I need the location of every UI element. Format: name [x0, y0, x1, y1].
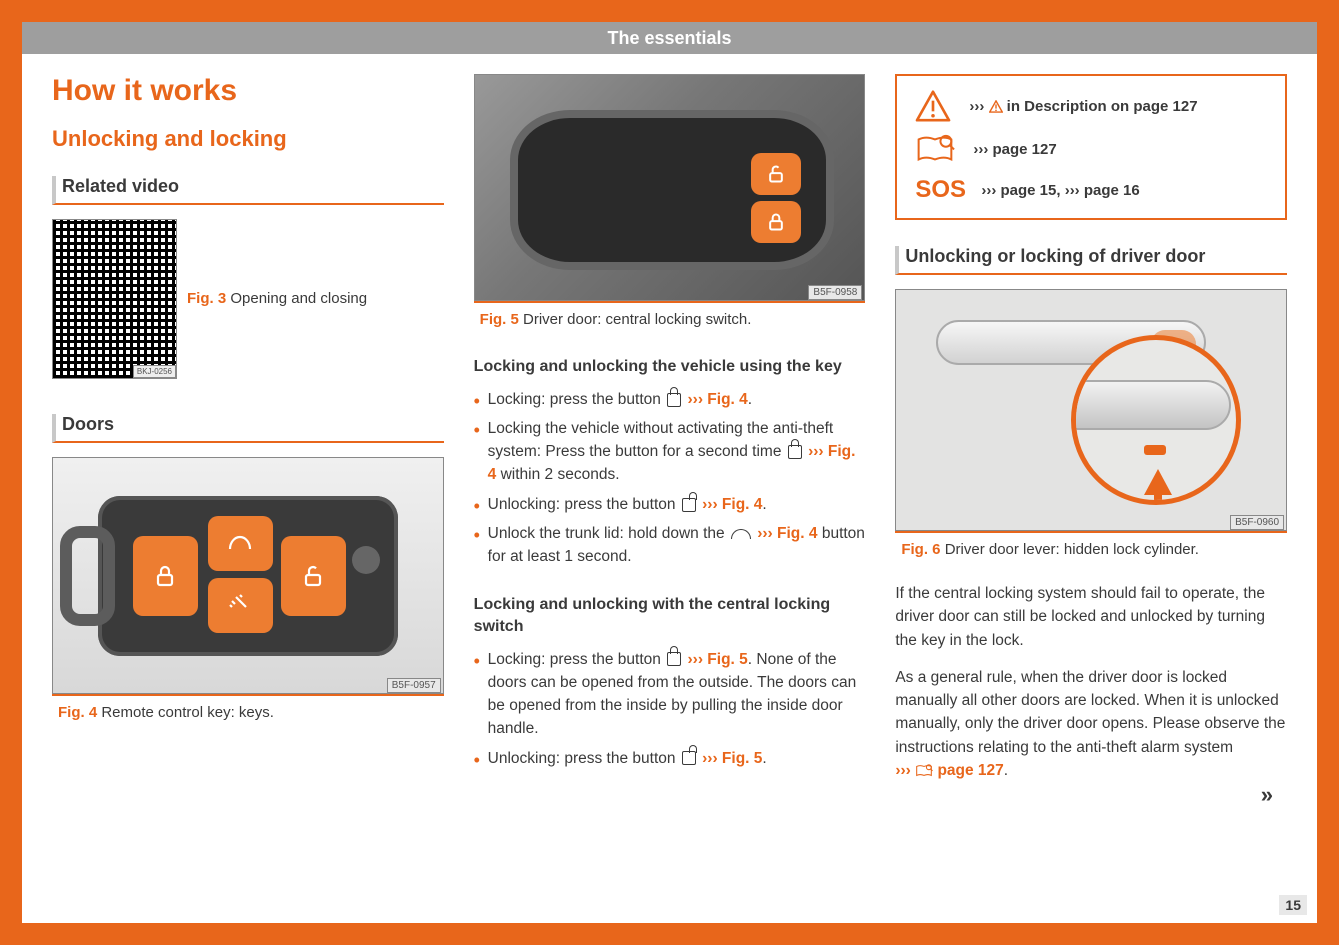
- section-related-video: Related video: [52, 176, 444, 205]
- qr-code-id: BKJ-0256: [133, 365, 176, 378]
- door-unlock-icon: [751, 153, 801, 195]
- column-3: ››› in Description on page 127 ››› page …: [895, 74, 1287, 913]
- book-icon: [915, 134, 955, 164]
- figure-4: B5F-0957: [52, 457, 444, 694]
- fig4-num: Fig. 4: [58, 704, 97, 721]
- door-switch-illustration: [475, 75, 865, 300]
- section-doors: Doors: [52, 414, 444, 443]
- lock-open-icon: [682, 751, 696, 765]
- heading-main: How it works: [52, 74, 444, 108]
- fig3-text: Opening and closing: [230, 290, 367, 307]
- fig3-caption: Fig. 3 Opening and closing: [187, 289, 367, 309]
- info-row-book: ››› page 127: [915, 134, 1267, 164]
- sos-label: SOS: [915, 176, 963, 204]
- bullet-list-central: Locking: press the button ››› Fig. 5. No…: [474, 648, 866, 776]
- ref-fig4[interactable]: ››› Fig. 4: [757, 525, 817, 542]
- lock-open-icon: [682, 498, 696, 512]
- fig5-image-id: B5F-0958: [808, 285, 862, 300]
- ref-fig5[interactable]: ››› Fig. 5: [688, 651, 748, 668]
- bullet-list-key: Locking: press the button ››› Fig. 4. Lo…: [474, 388, 866, 575]
- fig6-image-id: B5F-0960: [1230, 515, 1284, 530]
- figure-5: B5F-0958: [474, 74, 866, 301]
- bullet-lock: Locking: press the button ››› Fig. 4.: [474, 388, 866, 411]
- info-book-text[interactable]: ››› page 127: [973, 141, 1056, 158]
- fig5-caption: Fig. 5 Driver door: central locking swit…: [474, 301, 866, 336]
- subheading-key: Locking and unlocking the vehicle using …: [474, 356, 866, 378]
- bullet-unlock: Unlocking: press the button ››› Fig. 4.: [474, 493, 866, 516]
- paragraph-1: If the central locking system should fai…: [895, 582, 1287, 652]
- paragraph-2: As a general rule, when the driver door …: [895, 666, 1287, 782]
- fig5-text: Driver door: central locking switch.: [523, 311, 751, 328]
- qr-row: BKJ-0256 Fig. 3 Opening and closing: [52, 219, 444, 379]
- column-2: B5F-0958 Fig. 5 Driver door: central loc…: [474, 74, 866, 913]
- fig6-num: Fig. 6: [901, 541, 940, 558]
- bullet-central-lock: Locking: press the button ››› Fig. 5. No…: [474, 648, 866, 741]
- fig4-image-id: B5F-0957: [387, 678, 441, 693]
- ref-fig4[interactable]: ››› Fig. 4: [688, 391, 748, 408]
- lock-closed-icon: [788, 445, 802, 459]
- key-trunk-icon: [208, 516, 273, 571]
- figure-6: B5F-0960: [895, 289, 1287, 531]
- ref-page127[interactable]: ››› page 127: [895, 762, 1003, 779]
- header-title: The essentials: [607, 28, 731, 49]
- fig6-caption: Fig. 6 Driver door lever: hidden lock cy…: [895, 531, 1287, 566]
- column-1: How it works Unlocking and locking Relat…: [52, 74, 444, 913]
- remote-key-illustration: [53, 458, 443, 693]
- fig6-text: Driver door lever: hidden lock cylinder.: [945, 541, 1199, 558]
- fig4-caption: Fig. 4 Remote control key: keys.: [52, 694, 444, 729]
- info-row-sos: SOS ››› page 15, ››› page 16: [915, 176, 1267, 204]
- bullet-trunk: Unlock the trunk lid: hold down the ››› …: [474, 522, 866, 569]
- trunk-icon: [731, 529, 751, 539]
- fig5-num: Fig. 5: [480, 311, 519, 328]
- info-sos-text[interactable]: ››› page 15, ››› page 16: [981, 182, 1139, 199]
- page-number: 15: [1279, 895, 1307, 915]
- info-box: ››› in Description on page 127 ››› page …: [895, 74, 1287, 220]
- ref-fig4[interactable]: ››› Fig. 4: [702, 496, 762, 513]
- fig4-text: Remote control key: keys.: [101, 704, 274, 721]
- info-warning-text[interactable]: ››› in Description on page 127: [969, 98, 1197, 115]
- door-lever-illustration: [896, 290, 1286, 530]
- heading-sub: Unlocking and locking: [52, 126, 444, 152]
- page: The essentials How it works Unlocking an…: [22, 22, 1317, 923]
- ref-fig5[interactable]: ››› Fig. 5: [702, 750, 762, 767]
- lock-closed-icon: [667, 652, 681, 666]
- bullet-lock-notheft: Locking the vehicle without activating t…: [474, 417, 866, 487]
- warning-triangle-icon: [915, 90, 951, 122]
- lock-closed-icon: [667, 393, 681, 407]
- key-lock-icon: [133, 536, 198, 616]
- qr-code[interactable]: BKJ-0256: [52, 219, 177, 379]
- section-driver-door: Unlocking or locking of driver door: [895, 246, 1287, 275]
- key-unlock-icon: [281, 536, 346, 616]
- subheading-central: Locking and unlocking with the central l…: [474, 594, 866, 637]
- key-alarm-icon: [208, 578, 273, 633]
- content-columns: How it works Unlocking and locking Relat…: [22, 54, 1317, 923]
- info-row-warning: ››› in Description on page 127: [915, 90, 1267, 122]
- header-bar: The essentials: [22, 22, 1317, 54]
- door-lock-icon: [751, 201, 801, 243]
- fig3-num: Fig. 3: [187, 290, 226, 307]
- continue-marker: »: [1261, 782, 1273, 808]
- bullet-central-unlock: Unlocking: press the button ››› Fig. 5.: [474, 747, 866, 770]
